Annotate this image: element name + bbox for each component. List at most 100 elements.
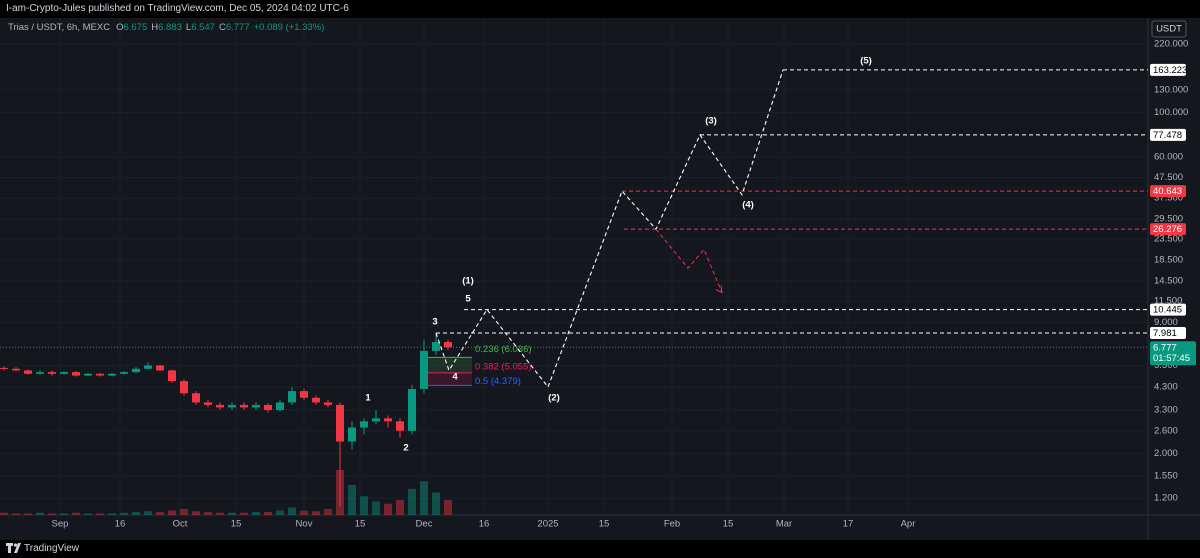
wave-projection bbox=[435, 69, 784, 389]
x-tick-label: Apr bbox=[901, 519, 916, 530]
y-tick-label: 220.000 bbox=[1154, 38, 1188, 49]
y-tick-label: 3.300 bbox=[1154, 405, 1178, 416]
price-label-box bbox=[1150, 63, 1186, 76]
fib-label: 0.382 (5.055) bbox=[475, 361, 532, 372]
y-tick-label: 130.000 bbox=[1154, 84, 1188, 95]
fib-band bbox=[428, 372, 472, 386]
price-label-box bbox=[1150, 128, 1186, 141]
x-tick-label: Nov bbox=[296, 519, 313, 530]
candle-body bbox=[96, 373, 104, 376]
x-tick-label: 15 bbox=[599, 519, 610, 530]
volume-bar bbox=[348, 485, 356, 515]
candle-body bbox=[120, 372, 128, 374]
chart: USDT 220.000130.000100.00060.00047.50037… bbox=[0, 18, 1200, 540]
wave-label: 4 bbox=[452, 372, 458, 383]
volume-bar bbox=[288, 507, 296, 515]
candle-body bbox=[216, 404, 224, 408]
volume-bar bbox=[132, 512, 140, 515]
last-price-box bbox=[1150, 341, 1196, 366]
wave-label: (5) bbox=[860, 56, 872, 67]
price-label: 77.478 bbox=[1153, 130, 1182, 141]
x-tick-label: Dec bbox=[416, 519, 433, 530]
candle-body bbox=[264, 404, 272, 411]
volume-bar bbox=[36, 512, 44, 515]
wave-label: (1) bbox=[462, 276, 474, 287]
y-tick-label: 18.500 bbox=[1154, 254, 1183, 265]
x-tick-label: Oct bbox=[173, 519, 188, 530]
volume-bar bbox=[228, 512, 236, 515]
header-text: I-am-Crypto-Jules published on TradingVi… bbox=[6, 3, 349, 14]
volume-bar bbox=[48, 513, 56, 515]
legend: Trias / USDT, 6h, MEXC O6.675 H6.883 L6.547… bbox=[8, 22, 328, 33]
candle-body bbox=[108, 373, 116, 376]
currency-box bbox=[1151, 20, 1187, 38]
ohlc-key: O bbox=[116, 22, 124, 33]
price-label-box bbox=[1150, 327, 1186, 340]
volume-bar bbox=[120, 512, 128, 515]
candle-body bbox=[360, 421, 368, 428]
y-tick-label: 29.500 bbox=[1154, 214, 1183, 225]
logo-icon bbox=[6, 543, 21, 553]
volume-bar bbox=[324, 509, 332, 515]
y-tick-label: 2.000 bbox=[1154, 448, 1178, 459]
x-tick-label: Mar bbox=[776, 519, 792, 530]
volume-bar bbox=[12, 513, 20, 515]
volume-bar bbox=[192, 511, 200, 515]
volume-bar bbox=[432, 492, 440, 515]
candle-body bbox=[276, 402, 284, 411]
candle-body bbox=[204, 402, 212, 405]
volume-bar bbox=[372, 501, 380, 515]
price-label: 40.643 bbox=[1153, 186, 1182, 197]
volume-bar bbox=[180, 509, 188, 515]
candle-body bbox=[84, 373, 92, 376]
y-tick-label: 1.550 bbox=[1154, 470, 1178, 481]
logo-text: TradingView bbox=[24, 543, 80, 554]
ohlc-value: 6.777 bbox=[225, 22, 250, 33]
y-tick-label: 11.500 bbox=[1154, 296, 1182, 307]
price-label: 10.445 bbox=[1153, 305, 1182, 316]
candle-body bbox=[60, 372, 68, 374]
volume-bar bbox=[84, 513, 92, 515]
x-tick-label: 15 bbox=[231, 519, 242, 530]
ohlc-value: 6.547 bbox=[191, 22, 215, 33]
fib-band bbox=[428, 357, 472, 373]
candle-body bbox=[324, 402, 332, 405]
volume-bar bbox=[0, 512, 8, 515]
candle-body bbox=[384, 418, 392, 422]
price-label-box bbox=[1150, 185, 1186, 198]
candle-body bbox=[24, 370, 32, 374]
price-label: 26.276 bbox=[1153, 224, 1182, 235]
alt-projection bbox=[655, 228, 723, 293]
volume-bar bbox=[312, 511, 320, 515]
volume-bar bbox=[408, 488, 416, 515]
last-price-label: 6.777 bbox=[1153, 342, 1177, 353]
candle-body bbox=[144, 365, 152, 369]
y-tick-label: 100.000 bbox=[1154, 107, 1188, 118]
price-label: 163.223 bbox=[1153, 65, 1187, 76]
candle-body bbox=[408, 389, 416, 431]
volume-bar bbox=[240, 512, 248, 515]
wave-label: (2) bbox=[548, 393, 560, 404]
volume-bar bbox=[384, 503, 392, 515]
candle-body bbox=[240, 404, 248, 408]
ohlc-value: 6.675 bbox=[123, 22, 148, 33]
x-tick-label: 16 bbox=[479, 519, 490, 530]
volume-bar bbox=[60, 513, 68, 515]
fib-label: 0.5 (4.379) bbox=[475, 376, 521, 387]
x-tick-label: 16 bbox=[115, 519, 126, 530]
ohlc-key: H bbox=[151, 22, 159, 33]
wave-label: 5 bbox=[465, 294, 471, 305]
y-tick-label: 9.000 bbox=[1154, 317, 1178, 328]
volume-bar bbox=[96, 513, 104, 515]
volume-bar bbox=[420, 481, 428, 515]
y-tick-label: 4.300 bbox=[1154, 381, 1178, 392]
fib-label: 0.236 (6.036) bbox=[475, 344, 532, 355]
volume-bar bbox=[264, 512, 272, 515]
wave-label: (4) bbox=[742, 200, 754, 211]
y-tick-label: 23.500 bbox=[1154, 233, 1183, 244]
ohlc-key: L bbox=[185, 22, 192, 33]
volume-bar bbox=[276, 510, 284, 515]
wave-label: 3 bbox=[432, 317, 437, 328]
currency: USDT bbox=[1156, 24, 1182, 35]
